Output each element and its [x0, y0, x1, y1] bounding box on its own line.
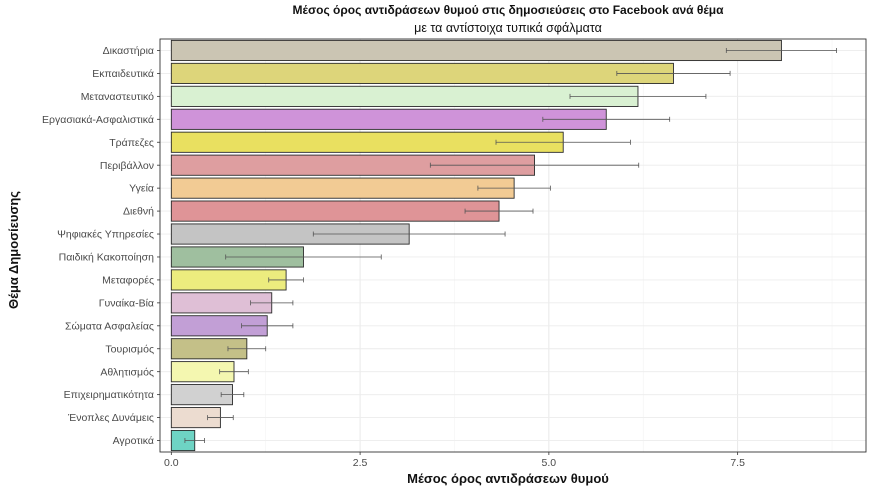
category-label: Διεθνή	[123, 206, 154, 218]
plot-background	[160, 39, 866, 452]
plot-border	[159, 38, 867, 453]
y-axis-title: Θέμα Δημοσίευσης	[6, 191, 21, 309]
bar	[170, 85, 639, 107]
category-label: Σώματα Ασφαλείας	[65, 320, 154, 332]
category-label: Τράπεζες	[109, 137, 154, 149]
x-tick-label: 2.5	[353, 457, 368, 469]
category-label: Γυναίκα-Βία	[99, 297, 154, 309]
chart-title: Μέσος όρος αντιδράσεων θυμού στις δημοσι…	[293, 3, 725, 17]
category-label: Εργασιακά-Ασφαλιστικά	[42, 114, 154, 126]
x-tick-label: 0.0	[164, 457, 179, 469]
bar	[170, 39, 782, 62]
bar	[170, 108, 607, 130]
category-label: Τουρισμός	[105, 343, 154, 355]
category-label: Περιβάλλον	[100, 160, 154, 172]
category-label: Ένοπλες Δυνάμεις	[67, 412, 154, 424]
category-label: Ψηφιακές Υπηρεσίες	[57, 229, 154, 241]
bar	[170, 62, 674, 84]
x-axis-title: Μέσος όρος αντιδράσεων θυμού	[407, 471, 609, 486]
category-label: Μεταναστευτικό	[81, 91, 154, 103]
category-label: Παιδική Κακοποίηση	[59, 252, 155, 264]
chart-subtitle: με τα αντίστοιχα τυπικά σφάλματα	[414, 21, 602, 35]
category-label: Επιχειρηματικότητα	[64, 389, 154, 401]
x-tick-label: 5.0	[542, 457, 557, 469]
category-label: Αθλητισμός	[100, 366, 154, 378]
bar	[170, 200, 500, 222]
x-tick-label: 7.5	[730, 457, 745, 469]
category-label: Υγεία	[129, 183, 154, 195]
category-label: Αγροτικά	[113, 435, 154, 447]
bar	[170, 177, 515, 199]
plot-panel: Δικαστήρια Εκπαιδευτικά Μεταναστευτικό Εργα…	[42, 38, 867, 469]
category-label: Μεταφορές	[102, 275, 154, 287]
category-label: Δικαστήρια	[103, 45, 154, 57]
category-label: Εκπαιδευτικά	[92, 68, 154, 80]
